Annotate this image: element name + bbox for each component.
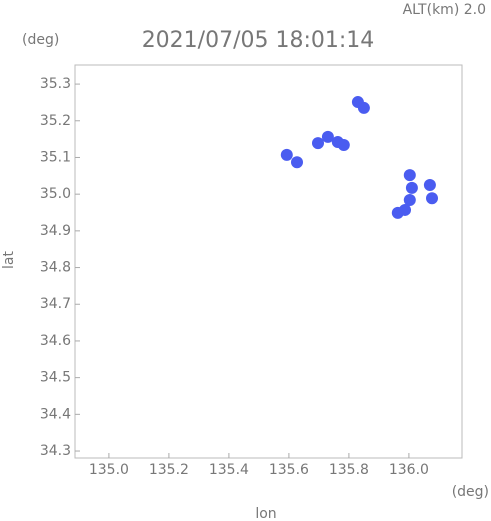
y-tick-label: 34.8 [40, 260, 71, 276]
y-tick-label: 35.1 [40, 149, 71, 165]
y-axis-label: lat [1, 251, 17, 269]
y-unit: (deg) [22, 32, 59, 48]
altitude: ALT(km) 2.0 [403, 2, 486, 18]
y-tick-label: 34.7 [40, 296, 71, 312]
echo-cell [403, 194, 416, 207]
echo-cell [391, 206, 404, 219]
x-tick-label: 135.4 [209, 462, 249, 478]
echo-cell [403, 169, 416, 182]
plot-frame [74, 64, 463, 459]
x-tick-label: 136.0 [389, 462, 429, 478]
x-unit: (deg) [452, 484, 489, 500]
echo-cell [280, 148, 293, 161]
y-tick-label: 34.9 [40, 223, 71, 239]
x-tick-label: 135.2 [149, 462, 189, 478]
echo-cell [426, 192, 438, 205]
y-tick-label: 35.2 [40, 113, 71, 129]
echo-cell [291, 156, 303, 169]
y-tick-label: 34.4 [40, 406, 71, 422]
echo-cell [321, 130, 334, 143]
x-tick-label: 135.6 [269, 462, 309, 478]
echo-cell [357, 101, 370, 114]
y-tick-label: 34.3 [40, 443, 71, 459]
x-tick-label: 135.0 [89, 462, 129, 478]
x-tick-label: 135.8 [329, 462, 369, 478]
x-axis-label: lon [255, 506, 276, 521]
y-tick-label: 34.5 [40, 370, 71, 386]
echo-cell [405, 181, 418, 194]
y-tick-label: 35.3 [40, 76, 71, 92]
echo-cell [337, 138, 350, 151]
chart-title: 2021/07/05 18:01:14 [142, 28, 375, 53]
echo-cell [312, 137, 324, 150]
y-tick-label: 35.0 [40, 186, 71, 202]
y-tick-label: 34.6 [40, 333, 71, 349]
echo-cell [423, 178, 436, 191]
